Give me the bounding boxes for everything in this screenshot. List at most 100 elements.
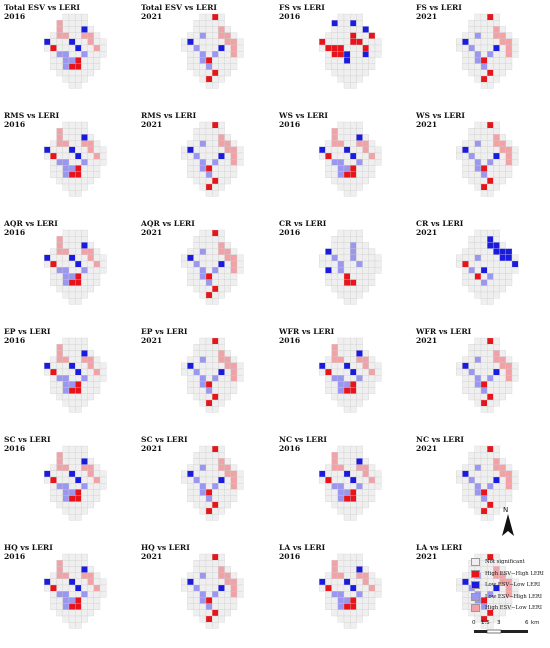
grid-cell: [224, 177, 231, 185]
grid-cell: [480, 393, 488, 401]
grid-cell: [81, 337, 88, 345]
cluster-cell: [212, 177, 219, 185]
grid-cell: [199, 507, 207, 515]
grid-cell: [224, 152, 231, 160]
grid-cell: [68, 622, 76, 629]
grid-cell: [56, 69, 63, 77]
cluster-cell: [44, 254, 51, 262]
panel-title-text: LA vs LERI: [279, 543, 326, 552]
grid-cell: [81, 399, 88, 407]
cluster-cell: [218, 350, 225, 357]
grid-cell: [368, 146, 376, 154]
grid-cell: [50, 159, 57, 166]
cluster-cell: [205, 279, 213, 286]
grid-cell: [343, 622, 351, 629]
cluster-cell: [499, 146, 506, 154]
grid-cell: [343, 38, 351, 46]
cluster-cell: [187, 578, 194, 586]
grid-cell: [81, 609, 88, 617]
cluster-cell: [75, 63, 82, 70]
cluster-cell: [193, 476, 200, 484]
grid-cell: [319, 44, 326, 52]
grid-cell: [487, 248, 494, 255]
grid-cell: [218, 38, 225, 46]
cluster-cell: [337, 603, 345, 610]
grid-cell: [50, 165, 57, 172]
cluster-cell: [343, 279, 351, 286]
grid-cell: [474, 75, 482, 83]
grid-cell: [325, 38, 332, 46]
grid-cell: [487, 507, 494, 515]
grid-cell: [462, 140, 469, 147]
grid-cell: [331, 177, 338, 185]
grid-cell: [487, 26, 494, 33]
grid-cell: [480, 177, 488, 185]
grid-cell: [474, 387, 482, 394]
grid-cell: [68, 140, 76, 147]
grid-cell: [218, 128, 225, 135]
grid-cell: [187, 57, 194, 64]
cluster-cell: [350, 38, 357, 46]
grid-cell: [50, 495, 57, 502]
cluster-cell: [199, 356, 207, 363]
grid-cell: [468, 63, 475, 70]
grid-cell: [350, 356, 357, 363]
grid-cell: [193, 458, 200, 465]
grid-cell: [68, 121, 76, 129]
grid-cell: [199, 260, 207, 268]
cluster-cell: [75, 603, 82, 610]
grid-cell: [356, 165, 363, 172]
map-panel: AQR vs LERI 2021: [137, 216, 249, 320]
grid-cell: [343, 350, 351, 357]
grid-cell: [337, 452, 345, 459]
grid-cell: [505, 260, 513, 268]
cluster-cell: [68, 38, 76, 46]
grid-cell: [205, 51, 213, 58]
grid-cell: [193, 560, 200, 567]
grid-cell: [350, 183, 357, 191]
grid-cell: [218, 362, 225, 370]
grid-cell: [199, 242, 207, 249]
north-label: N: [503, 506, 509, 514]
panel-title-text: LA vs LERI: [416, 543, 463, 552]
grid-cell: [75, 190, 82, 197]
cluster-cell: [230, 368, 238, 376]
grid-cell: [199, 445, 207, 453]
grid-cell: [205, 344, 213, 351]
panel-title-text: HQ vs LERI: [141, 543, 190, 552]
grid-cell: [56, 177, 63, 185]
grid-cell: [230, 165, 238, 172]
grid-cell: [356, 152, 363, 160]
grid-cell: [374, 362, 382, 370]
grid-cell: [362, 350, 369, 357]
grid-cell: [456, 584, 463, 592]
cluster-cell: [212, 375, 219, 382]
grid-cell: [75, 507, 82, 515]
grid-cell: [343, 406, 351, 413]
grid-cell: [75, 183, 82, 191]
grid-cell: [81, 13, 88, 21]
grid-cell: [68, 514, 76, 521]
grid-cell: [81, 445, 88, 453]
grid-cell: [68, 236, 76, 243]
cluster-cell: [87, 38, 94, 46]
grid-cell: [343, 254, 351, 262]
grid-cell: [356, 553, 363, 561]
grid-cell: [480, 38, 488, 46]
map-panel: FS vs LERI 2016: [275, 0, 387, 104]
grid-cell: [93, 171, 101, 178]
cluster-cell: [493, 368, 500, 376]
grid-cell: [474, 362, 482, 370]
grid-cell: [218, 267, 225, 274]
grid-cell: [374, 578, 382, 586]
grid-cell: [56, 279, 63, 286]
cluster-cell: [499, 140, 506, 147]
grid-cell: [480, 350, 488, 357]
grid-cell: [493, 393, 500, 401]
grid-cell: [462, 248, 469, 255]
grid-cell: [493, 146, 500, 154]
grid-cell: [368, 489, 376, 496]
cluster-cell: [343, 578, 351, 586]
grid-cell: [319, 260, 326, 268]
grid-cell: [325, 464, 332, 471]
